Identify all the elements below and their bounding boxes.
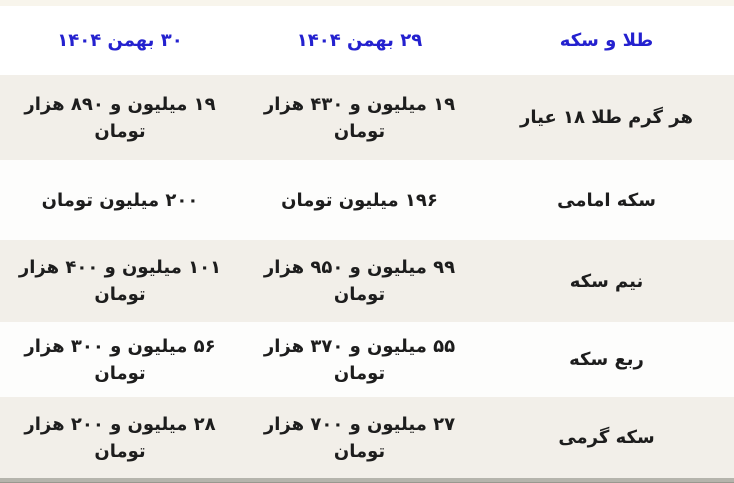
column-header-date-29-bahman-1404: ۲۹ بهمن ۱۴۰۴: [296, 30, 423, 51]
half-coin-price-30-bahman: ۱۰۱ میلیون و ۴۰۰ هزار تومان: [18, 257, 222, 305]
quarter-coin-price-29-bahman: ۵۵ میلیون و ۳۷۰ هزار تومان: [263, 335, 456, 384]
emami-coin-price-30-bahman: ۲۰۰ میلیون تومان: [41, 189, 199, 211]
row-label-emami-coin: سکه امامی: [557, 189, 656, 211]
top-edge-strip: [0, 0, 734, 6]
table-header-row: طلا و سکه ۲۹ بهمن ۱۴۰۴ ۳۰ بهمن ۱۴۰۴: [0, 6, 734, 75]
gram-coin-price-29-bahman: ۲۷ میلیون و ۷۰۰ هزار تومان: [263, 413, 456, 462]
gold-18k-price-30-bahman: ۱۹ میلیون و ۸۹۰ هزار تومان: [24, 93, 216, 142]
table-row-gram-coin: سکه گرمی ۲۷ میلیون و ۷۰۰ هزار تومان ۲۸ م…: [0, 397, 734, 478]
table-row-gold-18k: هر گرم طلا ۱۸ عیار ۱۹ میلیون و ۴۳۰ هزار …: [0, 75, 734, 160]
column-header-date-30-bahman-1404: ۳۰ بهمن ۱۴۰۴: [57, 30, 183, 51]
gram-coin-price-30-bahman: ۲۸ میلیون و ۲۰۰ هزار تومان: [24, 413, 216, 462]
bottom-border-strip: [0, 478, 734, 483]
row-label-gold-18k: هر گرم طلا ۱۸ عیار: [520, 107, 693, 128]
quarter-coin-price-30-bahman: ۵۶ میلیون و ۳۰۰ هزار تومان: [24, 335, 216, 384]
gold-coin-price-table: طلا و سکه ۲۹ بهمن ۱۴۰۴ ۳۰ بهمن ۱۴۰۴ هر گ…: [0, 6, 734, 478]
table-row-emami-coin: سکه امامی ۱۹۶ میلیون تومان ۲۰۰ میلیون تو…: [0, 160, 734, 240]
gold-18k-price-29-bahman: ۱۹ میلیون و ۴۳۰ هزار تومان: [263, 93, 456, 142]
row-label-half-coin: نیم سکه: [569, 270, 644, 292]
table-row-half-coin: نیم سکه ۹۹ میلیون و ۹۵۰ هزار تومان ۱۰۱ م…: [0, 240, 734, 322]
row-label-quarter-coin: ربع سکه: [569, 349, 644, 370]
column-header-gold-and-coin: طلا و سکه: [559, 30, 654, 51]
half-coin-price-29-bahman: ۹۹ میلیون و ۹۵۰ هزار تومان: [263, 257, 456, 305]
emami-coin-price-29-bahman: ۱۹۶ میلیون تومان: [281, 189, 438, 211]
table-row-quarter-coin: ربع سکه ۵۵ میلیون و ۳۷۰ هزار تومان ۵۶ می…: [0, 322, 734, 397]
row-label-gram-coin: سکه گرمی: [558, 427, 655, 448]
